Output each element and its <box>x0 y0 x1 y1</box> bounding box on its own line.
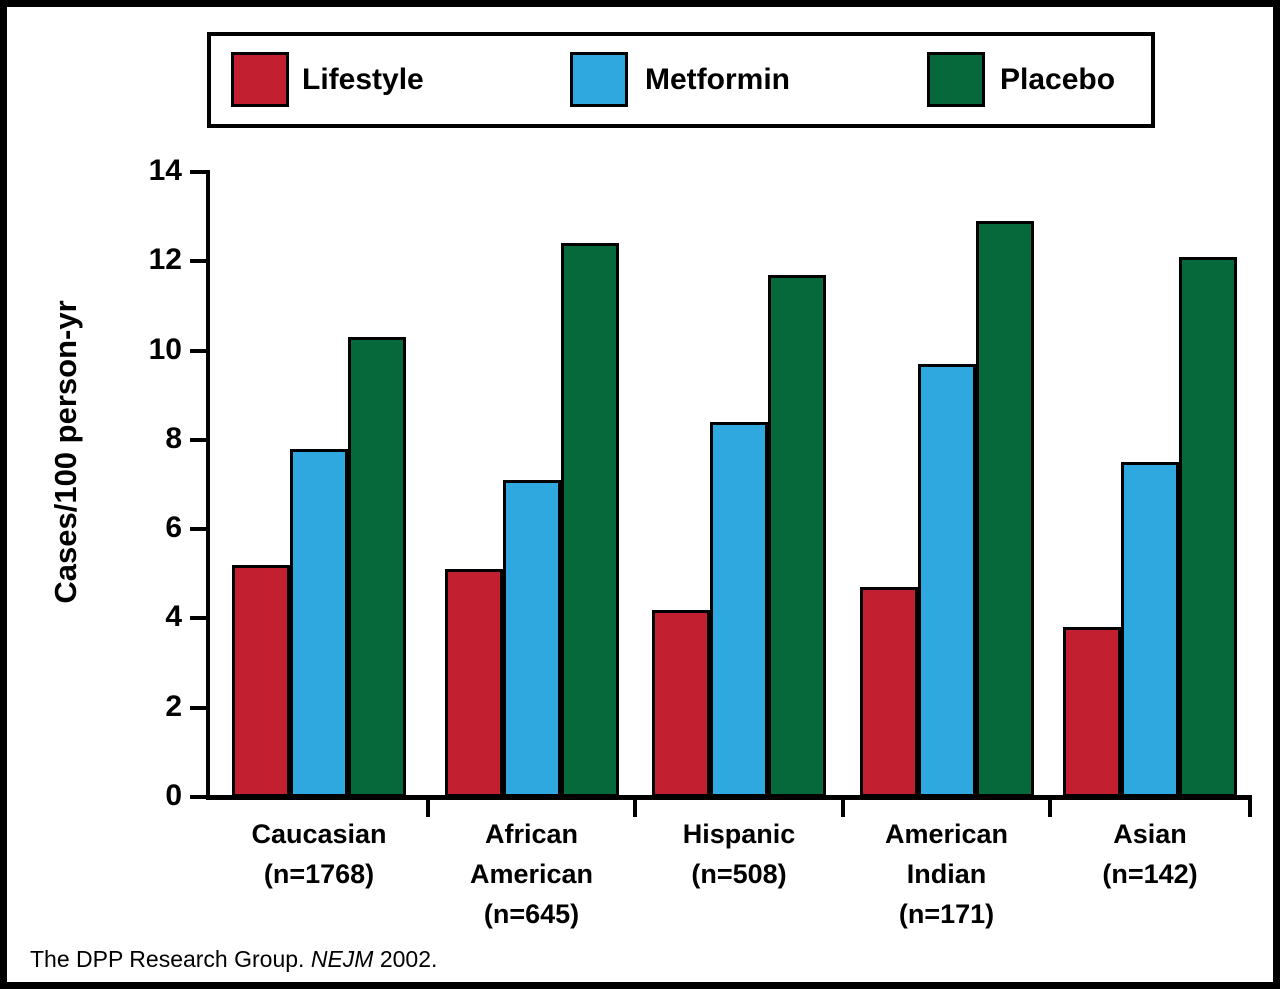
x-tick-1 <box>633 797 637 817</box>
y-tick-6 <box>190 527 207 532</box>
x-tick-2 <box>841 797 845 817</box>
x-category-label-line: (n=508) <box>691 859 787 889</box>
x-category-label-african-american: African American (n=645) <box>417 814 647 934</box>
bar-placebo-african-american <box>560 243 619 797</box>
source-citation: The DPP Research Group. NEJM 2002. <box>30 946 437 973</box>
bar-placebo-caucasian <box>348 337 406 797</box>
bar-lifestyle-caucasian <box>232 565 290 797</box>
journal-name: NEJM <box>310 946 374 972</box>
x-category-label-line: (n=142) <box>1102 859 1198 889</box>
y-tick-label-4: 4 <box>165 600 182 634</box>
y-tick-12 <box>190 259 207 264</box>
x-category-label-line: American <box>469 859 594 889</box>
y-tick-label-12: 12 <box>148 243 182 277</box>
bar-metformin-american-indian <box>917 364 976 797</box>
green-square-swatch <box>927 52 985 107</box>
y-tick-label-6: 6 <box>165 511 182 545</box>
x-category-label-line: (n=171) <box>898 899 995 929</box>
y-tick-label-14: 14 <box>148 154 182 188</box>
bar-placebo-hispanic <box>768 275 826 797</box>
y-tick-4 <box>190 616 207 621</box>
y-tick-label-0: 0 <box>165 779 182 812</box>
blue-square-swatch <box>570 52 628 107</box>
x-tick-3 <box>1048 797 1052 817</box>
legend-label-placebo: Placebo <box>1000 63 1116 96</box>
x-category-label-line: Indian <box>906 859 987 889</box>
x-category-label-line: Hispanic <box>682 819 796 849</box>
x-category-label-line: (n=1768) <box>263 859 375 889</box>
citation-year: 2002. <box>373 946 438 972</box>
bar-lifestyle-african-american <box>444 569 503 797</box>
y-tick-label-2: 2 <box>165 689 182 723</box>
x-category-label-line: Caucasian <box>251 819 387 849</box>
x-category-label-line: Asian <box>1113 819 1187 849</box>
bar-metformin-caucasian <box>290 449 348 797</box>
legend-box <box>207 32 1155 128</box>
y-axis-line <box>206 170 210 799</box>
y-tick-0 <box>190 795 207 799</box>
x-axis-line <box>206 795 1252 800</box>
x-tick-4 <box>1248 797 1252 817</box>
bar-metformin-hispanic <box>710 422 768 797</box>
bar-lifestyle-asian <box>1063 627 1121 797</box>
x-category-label-hispanic: Hispanic (n=508) <box>624 814 854 894</box>
legend-label-metformin: Metformin <box>645 63 790 96</box>
bar-placebo-asian <box>1179 257 1237 797</box>
x-category-label-line: African <box>484 819 579 849</box>
bar-lifestyle-american-indian <box>859 587 918 797</box>
x-tick-0 <box>426 797 430 817</box>
bar-metformin-african-american <box>502 480 561 797</box>
x-category-label-line: (n=645) <box>483 899 580 929</box>
red-square-swatch <box>231 52 289 107</box>
bar-placebo-american-indian <box>975 221 1034 797</box>
y-tick-8 <box>190 437 207 442</box>
y-tick-label-8: 8 <box>165 421 182 455</box>
x-category-label-caucasian: Caucasian (n=1768) <box>204 814 434 894</box>
y-tick-14 <box>190 170 207 175</box>
bar-metformin-asian <box>1121 462 1179 797</box>
y-axis-title: Cases/100 person-yr <box>48 300 83 604</box>
x-category-label-american-indian: American Indian (n=171) <box>832 814 1062 934</box>
legend-label-lifestyle: Lifestyle <box>302 63 424 96</box>
y-tick-10 <box>190 348 207 353</box>
x-category-label-line: American <box>884 819 1009 849</box>
x-category-label-asian: Asian (n=142) <box>1035 814 1265 894</box>
y-tick-2 <box>190 705 207 710</box>
bar-lifestyle-hispanic <box>652 610 710 797</box>
y-tick-label-10: 10 <box>148 332 182 366</box>
citation-text: The DPP Research Group. <box>30 946 311 972</box>
